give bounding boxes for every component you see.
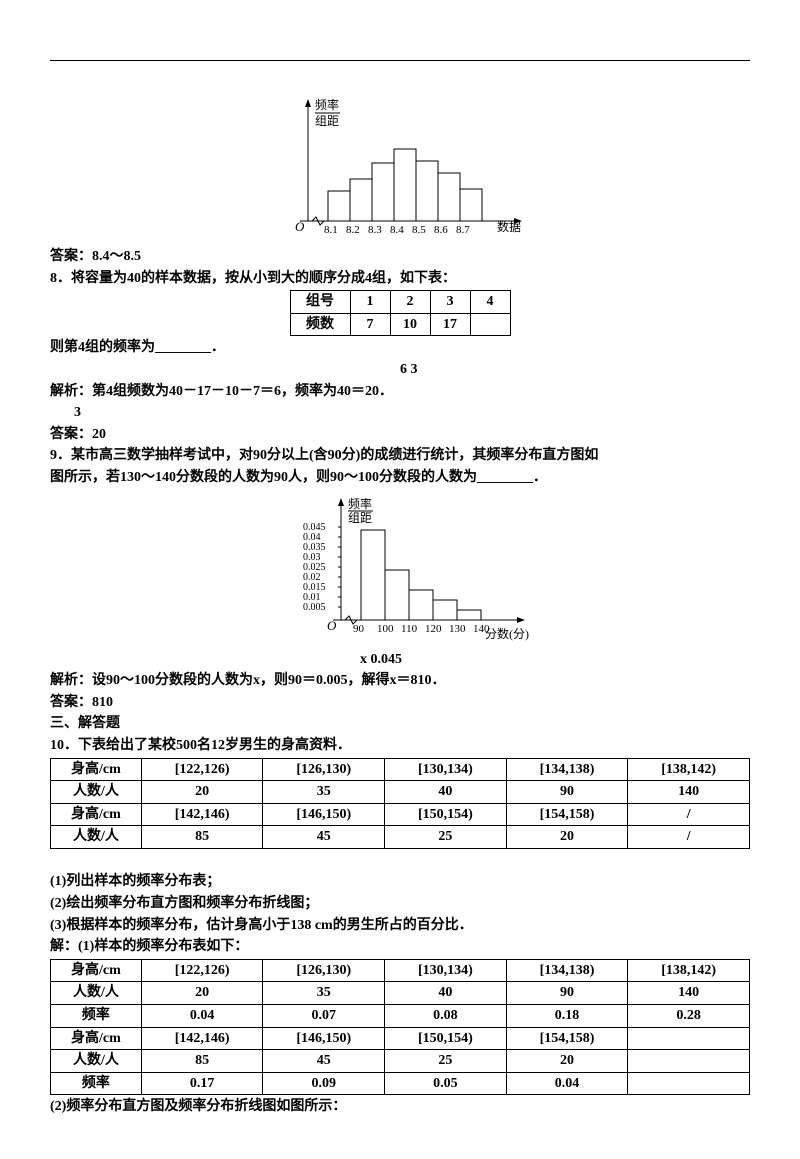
svg-text:130: 130	[449, 623, 466, 635]
c2-ylabel-bot: 组距	[348, 511, 372, 525]
svg-text:100: 100	[377, 623, 394, 635]
q7-answer: 答案：8.4～8.5	[50, 247, 750, 267]
origin: O	[295, 219, 305, 234]
svg-text:8.5: 8.5	[412, 224, 426, 236]
svg-text:8.1: 8.1	[324, 224, 338, 236]
q9-frac: x 0.045	[360, 650, 750, 670]
q8-stem: 8．将容量为40的样本数据，按从小到大的顺序分成4组，如下表：	[50, 269, 750, 289]
q8-answer: 答案：20	[50, 425, 750, 445]
q10-sub2: (2)绘出频率分布直方图和频率分布折线图；	[50, 894, 750, 914]
svg-text:8.7: 8.7	[456, 224, 470, 236]
q8-blank: 则第4组的频率为________．	[50, 338, 750, 358]
section-3: 三、解答题	[50, 714, 750, 734]
q10-sol2: (2)频率分布直方图及频率分布折线图如图所示：	[50, 1097, 750, 1117]
svg-text:8.4: 8.4	[390, 224, 404, 236]
c2-ylabel-top: 频率	[348, 496, 372, 511]
q9-answer: 答案：810	[50, 693, 750, 713]
q8-answer-top: 3	[74, 403, 750, 423]
q9-solution: 解析：设90～100分数段的人数为x，则90＝0.005，解得x＝810．	[50, 671, 750, 691]
q8-table: 组号1234 频数71017	[290, 290, 511, 336]
q9-stem1: 9．某市高三数学抽样考试中，对90分以上(含90分)的成绩进行统计，其频率分布直…	[50, 446, 750, 466]
histogram-2: 频率 组距 O 0.0450.040.0350.030.0250.020.015…	[265, 494, 535, 644]
svg-text:8.3: 8.3	[368, 224, 382, 236]
svg-text:110: 110	[401, 623, 418, 635]
svg-text:90: 90	[353, 623, 365, 635]
q10-stem: 10．下表给出了某校500名12岁男生的身高资料．	[50, 736, 750, 756]
svg-text:8.6: 8.6	[434, 224, 448, 236]
q7-chart: 频率 组距 O 8.1 8.2 8.3 8.4 8.5 8.6 8.7 数据	[50, 93, 750, 241]
xlabel: 数据	[497, 219, 521, 234]
q8-fraction-top: 6 3	[400, 360, 750, 380]
q10-solhead: 解：(1)样本的频率分布表如下：	[50, 937, 750, 957]
q8-solution: 解析：第4组频数为40－17－10－7＝6，频率为40＝20．	[50, 382, 750, 402]
svg-text:8.2: 8.2	[346, 224, 360, 236]
svg-text:120: 120	[425, 623, 442, 635]
ylabel-bot: 组距	[315, 114, 339, 128]
q9-stem2: 图所示，若130～140分数段的人数为90人，则90～100分数段的人数为___…	[50, 468, 750, 488]
ylabel-top: 频率	[315, 97, 339, 112]
histogram-1: 频率 组距 O 8.1 8.2 8.3 8.4 8.5 8.6 8.7 数据	[272, 93, 528, 241]
q9-chart: 频率 组距 O 0.0450.040.0350.030.0250.020.015…	[50, 494, 750, 644]
q10-table2: 身高/cm[122,126)[126,130)[130,134)[134,138…	[50, 959, 750, 1096]
svg-text:0.005: 0.005	[303, 602, 326, 613]
header-divider	[50, 60, 750, 61]
q10-table1: 身高/cm[122,126)[126,130)[130,134)[134,138…	[50, 758, 750, 849]
q10-sub3: (3)根据样本的频率分布，估计身高小于138 cm的男生所占的百分比．	[50, 916, 750, 936]
c2-origin: O	[327, 618, 337, 633]
c2-xlabel: 分数(分)	[485, 626, 529, 641]
q10-sub1: (1)列出样本的频率分布表；	[50, 872, 750, 892]
